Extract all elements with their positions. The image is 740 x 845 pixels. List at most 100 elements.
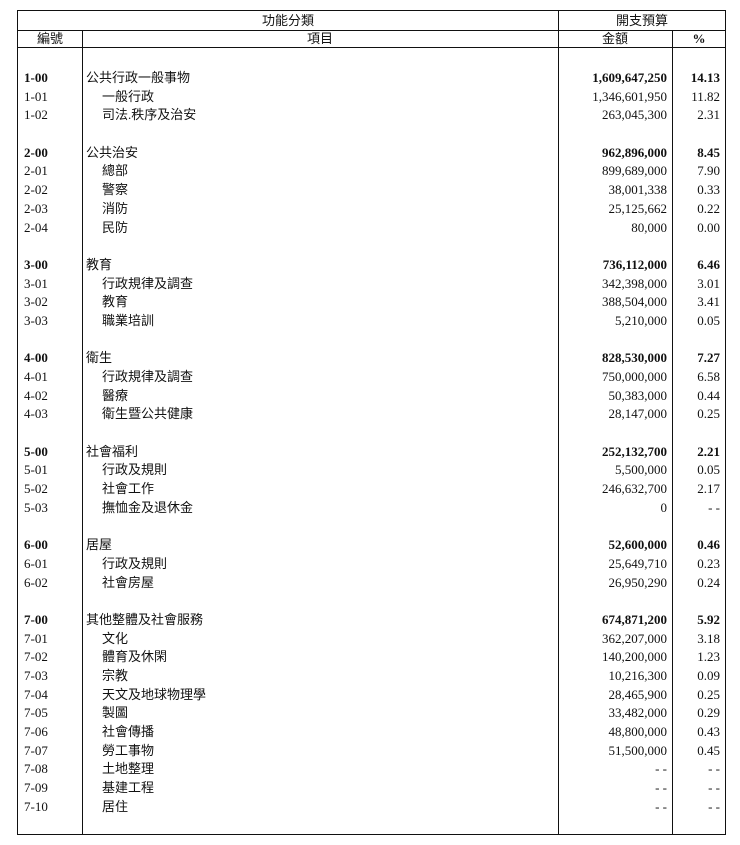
subcategory-row: 3-03 職業培訓 5,210,000 0.05 (18, 312, 725, 331)
cell-pct: - - (708, 761, 720, 777)
cell-item: 醫療 (102, 387, 129, 403)
cell-item: 撫恤金及退休金 (102, 499, 194, 515)
header-amount: 金額 (601, 31, 628, 46)
subcategory-row: 7-02 體育及休閑 140,200,000 1.23 (18, 648, 725, 667)
cell-amount: 38,001,338 (608, 182, 668, 198)
header-budget: 開支預算 (615, 13, 668, 28)
cell-pct: 6.58 (697, 369, 720, 384)
divider-amount (672, 31, 673, 834)
cell-code: 7-05 (24, 705, 48, 721)
subcategory-row: 2-01 總部 899,689,000 7.90 (18, 162, 725, 181)
cell-item: 行政規律及調查 (102, 369, 194, 384)
cell-pct: 5.92 (697, 611, 720, 627)
cell-pct: 0.24 (697, 574, 720, 590)
cell-item: 社會福利 (86, 443, 139, 459)
cell-amount: 26,950,290 (608, 574, 668, 590)
cell-pct: 8.45 (697, 144, 720, 160)
cell-code: 1-02 (24, 107, 48, 123)
group-spacer (18, 592, 725, 611)
cell-code: 6-01 (24, 555, 48, 571)
cell-code: 4-03 (24, 406, 48, 422)
cell-amount: 52,600,000 (608, 537, 668, 553)
cell-pct: 2.21 (697, 443, 720, 459)
cell-amount: 252,132,700 (602, 443, 667, 459)
group-spacer (18, 518, 725, 537)
subcategory-row: 5-02 社會工作 246,632,700 2.17 (18, 480, 725, 499)
cell-item: 土地整理 (102, 761, 155, 777)
cell-amount: 48,800,000 (608, 724, 668, 740)
cell-code: 1-00 (24, 70, 48, 85)
cell-pct: 3.41 (697, 294, 720, 310)
subcategory-row: 6-01 行政及規則 25,649,710 0.23 (18, 555, 725, 574)
cell-amount: 28,147,000 (608, 406, 668, 422)
subcategory-row: 1-02 司法.秩序及治安 263,045,300 2.31 (18, 106, 725, 125)
category-row: 6-00 居屋 52,600,000 0.46 (18, 536, 725, 555)
budget-table: 功能分類 開支預算 編號 項目 金額 % 1-00 公共行政一般事物 1,609,6… (17, 10, 726, 835)
table-body: 1-00 公共行政一般事物 1,609,647,250 14.13 1-01 一般行政 1,… (18, 69, 725, 817)
cell-amount: 10,216,300 (608, 668, 668, 683)
cell-pct: 1.23 (697, 649, 720, 665)
cell-code: 6-02 (24, 574, 48, 590)
cell-code: 7-06 (24, 724, 48, 740)
cell-item: 警察 (102, 182, 129, 198)
cell-pct: 0.00 (697, 219, 720, 235)
subcategory-row: 1-01 一般行政 1,346,601,950 11.82 (18, 88, 725, 107)
divider-item (558, 11, 559, 834)
cell-pct: - - (708, 798, 720, 814)
category-row: 4-00 衛生 828,530,000 7.27 (18, 349, 725, 368)
cell-item: 職業培訓 (102, 312, 155, 328)
cell-item: 社會工作 (102, 481, 155, 497)
subcategory-row: 4-01 行政規律及調查 750,000,000 6.58 (18, 368, 725, 387)
cell-amount: 962,896,000 (602, 144, 667, 160)
cell-amount: 51,500,000 (608, 742, 668, 758)
cell-item: 居屋 (86, 537, 113, 553)
subcategory-row: 4-02 醫療 50,383,000 0.44 (18, 387, 725, 406)
cell-item: 衛生暨公共健康 (102, 406, 194, 422)
cell-pct: 0.45 (697, 742, 720, 758)
cell-item: 居住 (102, 798, 129, 814)
cell-amount: 5,210,000 (615, 312, 667, 328)
cell-pct: 2.17 (697, 481, 720, 497)
cell-code: 2-00 (24, 144, 48, 160)
cell-amount: 1,609,647,250 (592, 70, 667, 85)
cell-code: 7-07 (24, 742, 48, 758)
subcategory-row: 6-02 社會房屋 26,950,290 0.24 (18, 574, 725, 593)
category-row: 5-00 社會福利 252,132,700 2.21 (18, 443, 725, 462)
cell-code: 7-02 (24, 649, 48, 665)
cell-code: 3-02 (24, 294, 48, 310)
subcategory-row: 7-09 基建工程 - - - - (18, 779, 725, 798)
cell-amount: 33,482,000 (608, 705, 668, 721)
cell-pct: - - (708, 780, 720, 796)
category-row: 3-00 教育 736,112,000 6.46 (18, 256, 725, 275)
cell-code: 2-01 (24, 163, 48, 179)
subcategory-row: 7-10 居住 - - - - (18, 798, 725, 817)
cell-amount: 1,346,601,950 (592, 88, 667, 104)
cell-pct: 0.25 (697, 406, 720, 422)
cell-code: 7-01 (24, 630, 48, 646)
cell-amount: 750,000,000 (602, 369, 667, 384)
cell-item: 體育及休閑 (102, 649, 168, 665)
cell-pct: 0.29 (697, 705, 720, 721)
cell-item: 民防 (102, 219, 129, 235)
cell-pct: 3.01 (697, 275, 720, 291)
cell-amount: 246,632,700 (602, 481, 667, 497)
header-percent: % (692, 31, 706, 46)
cell-item: 一般行政 (102, 88, 155, 104)
cell-item: 行政規律及調查 (102, 275, 194, 291)
header-code: 編號 (36, 31, 63, 46)
cell-pct: - - (708, 499, 720, 515)
subcategory-row: 4-03 衛生暨公共健康 28,147,000 0.25 (18, 405, 725, 424)
cell-item: 天文及地球物理學 (102, 686, 207, 702)
subcategory-row: 2-03 消防 25,125,662 0.22 (18, 200, 725, 219)
cell-item: 消防 (102, 200, 129, 216)
cell-item: 行政及規則 (102, 555, 168, 571)
cell-code: 5-01 (24, 462, 48, 478)
header-divider-1 (18, 30, 725, 31)
cell-code: 7-08 (24, 761, 48, 777)
subcategory-row: 5-01 行政及規則 5,500,000 0.05 (18, 461, 725, 480)
cell-amount: 899,689,000 (602, 163, 667, 179)
cell-pct: 2.31 (697, 107, 720, 123)
cell-item: 社會傳播 (102, 724, 155, 740)
cell-pct: 0.05 (697, 312, 720, 328)
divider-code (82, 31, 83, 834)
